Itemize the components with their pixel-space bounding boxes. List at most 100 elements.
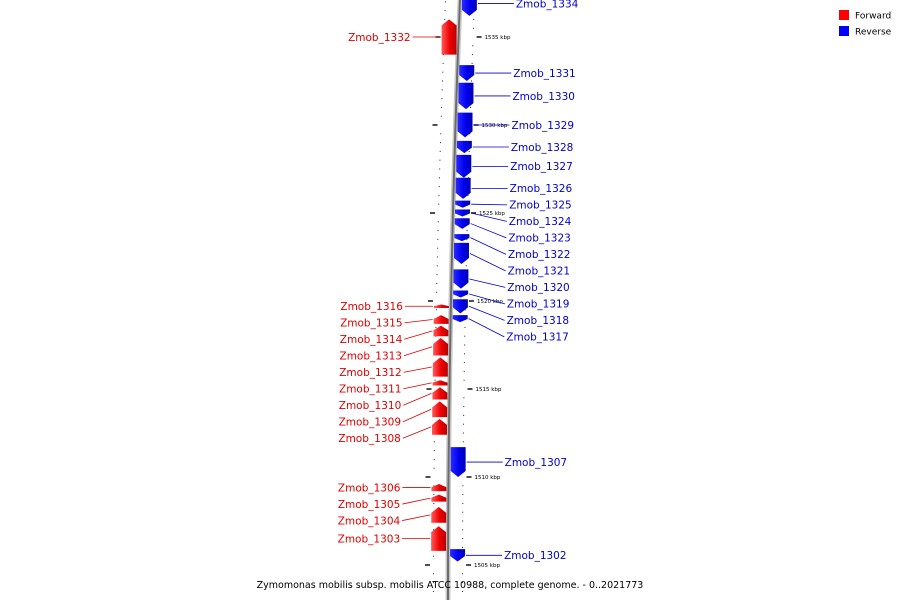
gene-label[interactable]: Zmob_1322: [508, 249, 570, 261]
gene-label[interactable]: Zmob_1329: [512, 120, 574, 132]
tick-label: 1505 kbp: [474, 563, 500, 569]
gene-track: [431, 0, 477, 562]
label-leader-line: [404, 330, 433, 340]
gene-arrow[interactable]: [454, 209, 470, 217]
gene-label[interactable]: Zmob_1307: [505, 457, 567, 469]
gene-label[interactable]: Zmob_1303: [338, 533, 400, 545]
label-leader-line: [470, 237, 507, 255]
gene-arrow[interactable]: [433, 337, 449, 356]
gene-label[interactable]: Zmob_1330: [512, 91, 574, 103]
backbone-line: [447, 0, 462, 600]
gene-arrow[interactable]: [461, 0, 477, 16]
label-leader-line: [402, 514, 431, 521]
legend-reverse-swatch: [839, 26, 849, 36]
gene-arrow[interactable]: [458, 82, 474, 110]
gene-arrow[interactable]: [452, 299, 468, 314]
gene-label[interactable]: Zmob_1320: [507, 282, 569, 294]
position-ticks: 1535 kbp 1530 kbp 1525 kbp 1520 kbp 1515 kbp…: [425, 1, 511, 592]
gene-arrow[interactable]: [459, 65, 475, 81]
gene-arrow[interactable]: [454, 242, 469, 265]
gene-label[interactable]: Zmob_1318: [507, 315, 569, 327]
gene-arrow[interactable]: [431, 506, 447, 523]
gene-arrow[interactable]: [432, 401, 448, 418]
gene-label[interactable]: Zmob_1314: [340, 334, 403, 346]
label-leader-line: [404, 319, 433, 324]
gene-arrow[interactable]: [450, 447, 466, 477]
chromosome-backbone: [445, 0, 463, 600]
legend-reverse-label: Reverse: [855, 28, 892, 38]
gene-arrow[interactable]: [432, 380, 448, 386]
gene-arrow[interactable]: [433, 325, 449, 337]
gene-arrow[interactable]: [453, 290, 469, 298]
gene-label[interactable]: Zmob_1323: [508, 233, 570, 245]
label-leader-line: [470, 212, 507, 222]
gene-label[interactable]: Zmob_1312: [339, 367, 401, 379]
gene-arrow[interactable]: [432, 387, 448, 400]
gene-label[interactable]: Zmob_1305: [338, 499, 400, 511]
label-leader-line: [469, 278, 506, 288]
gene-label[interactable]: Zmob_1311: [339, 384, 401, 396]
label-leader-line: [470, 223, 507, 239]
gene-arrow[interactable]: [452, 315, 468, 323]
label-leader-line: [468, 305, 505, 321]
label-leader-line: [403, 346, 433, 357]
gene-labels: Zmob_1332 Zmob_1316 Zmob_1315 Zmob_1314 Zmob…: [338, 0, 579, 562]
gene-arrow[interactable]: [433, 304, 449, 309]
gene-label[interactable]: Zmob_1309: [339, 417, 401, 429]
gene-label[interactable]: Zmob_1306: [338, 482, 401, 494]
label-leader-line: [468, 318, 505, 338]
gene-label[interactable]: Zmob_1331: [513, 68, 575, 80]
tick-label: 1520 kbp: [477, 299, 503, 305]
gene-arrow[interactable]: [431, 494, 447, 502]
gene-arrow[interactable]: [433, 315, 449, 324]
gene-label[interactable]: Zmob_1324: [509, 216, 572, 228]
gene-arrow[interactable]: [454, 234, 470, 242]
label-leader-line: [402, 426, 432, 439]
label-leader-line: [403, 366, 432, 373]
label-leader-line: [469, 253, 506, 272]
label-leader-line: [402, 497, 431, 505]
legend: Forward Reverse: [839, 10, 892, 38]
label-leader-line: [403, 382, 432, 390]
tick-label: 1510 kbp: [475, 475, 501, 481]
gene-arrow[interactable]: [432, 418, 447, 435]
gene-arrow[interactable]: [432, 357, 448, 377]
gene-label[interactable]: Zmob_1327: [510, 161, 572, 173]
genome-caption: Zymomonas mobilis subsp. mobilis ATCC 10…: [257, 580, 644, 591]
gene-label[interactable]: Zmob_1302: [504, 550, 566, 562]
gene-arrow[interactable]: [456, 140, 472, 154]
gene-label[interactable]: Zmob_1321: [508, 266, 570, 278]
gene-arrow[interactable]: [441, 19, 457, 55]
label-leader-line: [403, 393, 432, 406]
gene-arrow[interactable]: [454, 218, 470, 229]
gene-arrow[interactable]: [431, 526, 447, 551]
gene-arrow[interactable]: [453, 269, 469, 289]
gene-label[interactable]: Zmob_1332: [348, 32, 410, 44]
legend-forward-label: Forward: [855, 12, 891, 22]
gene-label[interactable]: Zmob_1310: [339, 400, 401, 412]
gene-label[interactable]: Zmob_1326: [510, 183, 573, 195]
legend-forward-swatch: [839, 10, 849, 20]
tick-label: 1530 kbp: [482, 123, 508, 129]
gene-label[interactable]: Zmob_1313: [340, 351, 402, 363]
gene-label[interactable]: Zmob_1316: [340, 301, 403, 313]
gene-label[interactable]: Zmob_1328: [511, 142, 573, 154]
gene-arrow[interactable]: [455, 200, 471, 208]
gene-label[interactable]: Zmob_1334: [516, 0, 579, 10]
label-leader-line: [469, 293, 506, 305]
gene-arrow[interactable]: [431, 484, 447, 492]
gene-label[interactable]: Zmob_1308: [338, 433, 400, 445]
gene-label[interactable]: Zmob_1315: [340, 318, 402, 330]
gene-arrow[interactable]: [457, 112, 473, 138]
gene-arrow[interactable]: [450, 549, 466, 562]
tick-label: 1525 kbp: [479, 211, 505, 217]
label-leader-line: [402, 408, 432, 423]
gene-arrow[interactable]: [456, 154, 472, 178]
gene-label[interactable]: Zmob_1317: [506, 332, 568, 344]
gene-label[interactable]: Zmob_1304: [338, 515, 401, 527]
gene-arrow[interactable]: [455, 177, 471, 199]
tick-label: 1535 kbp: [485, 35, 511, 41]
gene-label[interactable]: Zmob_1325: [509, 200, 571, 212]
gene-label[interactable]: Zmob_1319: [507, 299, 569, 311]
